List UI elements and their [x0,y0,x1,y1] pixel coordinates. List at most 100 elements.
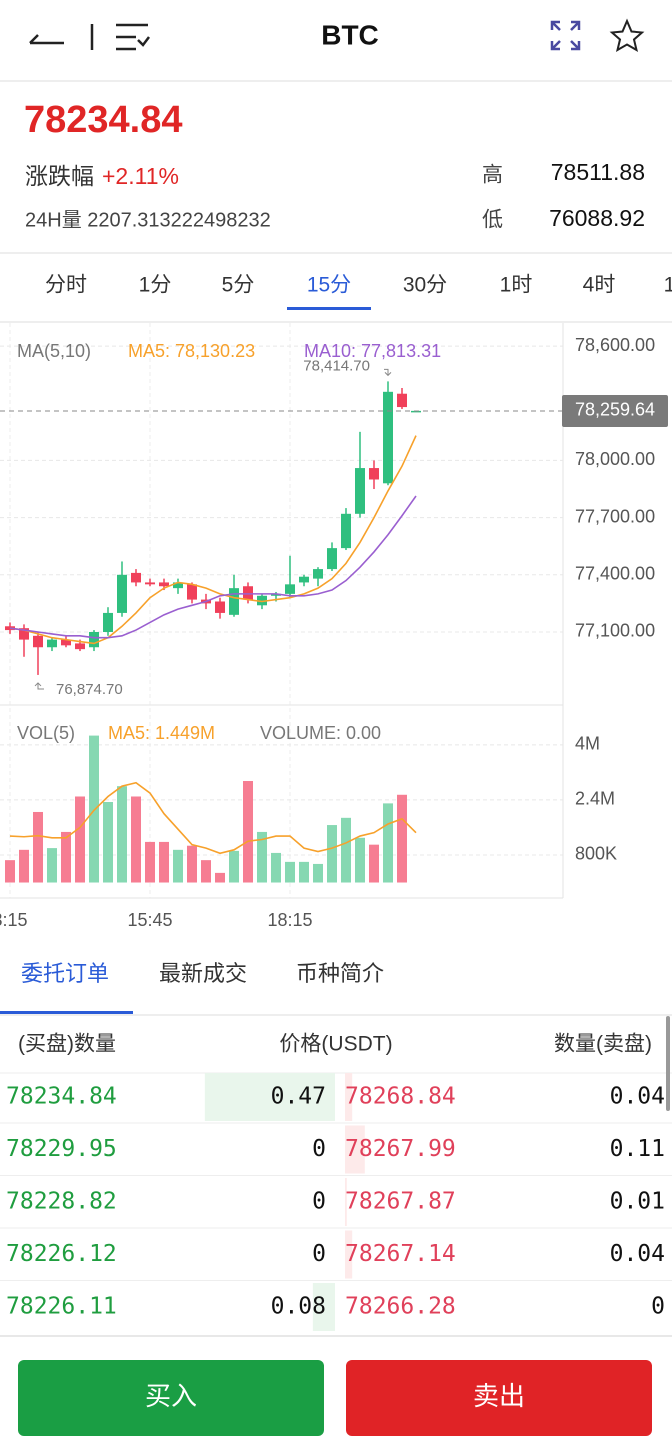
interval-tab[interactable]: 1分 [139,274,172,297]
volume-bar [327,825,337,883]
change: +2.11% [102,163,179,189]
volume-bar [173,849,183,883]
candle-body [341,513,351,549]
scrollbar [666,1016,670,1111]
x-tick-label: 3:15 [0,910,28,930]
book-tab[interactable]: 币种简介 [296,961,384,986]
candle-body [327,548,337,570]
ask-price: 78267.14 [345,1241,456,1267]
candle-body [103,612,113,632]
bid-price: 78226.12 [6,1241,117,1267]
last-price-label: 78,259.64 [575,400,655,420]
candle-body [75,643,85,650]
candle-body [117,574,127,613]
interval-tab[interactable]: 分时 [45,274,87,297]
candle-body [89,631,99,648]
volume-bar [131,796,141,883]
volume-bar [89,735,99,883]
column-header: (买盘)数量 [18,1033,116,1056]
ask-amount: 0.04 [610,1084,665,1110]
interval-tab[interactable]: 1日 [664,274,672,297]
volume-bar [215,872,225,883]
header-icons [29,18,645,53]
volume-bar [313,863,323,883]
candle-body [145,582,155,585]
ask-amount: 0.11 [610,1136,665,1162]
x-tick-label: 15:45 [127,910,172,930]
ask-depth [345,1073,353,1121]
candle-body [355,468,365,514]
y-tick-label: 800K [575,844,617,864]
y-tick-label: 77,400.00 [575,564,655,584]
volume-bar [383,803,393,883]
volume-bar [61,831,71,883]
bid-price: 78229.95 [6,1136,117,1162]
sell-button[interactable] [346,1360,652,1436]
volume-bar [103,802,113,883]
menu-icon[interactable] [116,23,150,51]
volume-bar [229,850,239,883]
bid-price: 78226.11 [6,1294,117,1320]
volume-bar [355,837,365,883]
buy-label: 买入 [145,1381,197,1411]
bid-price: 78228.82 [6,1189,117,1215]
candle-body [411,410,421,413]
title: BTC [321,19,379,50]
expand-icon[interactable] [550,20,581,51]
candle-body [173,582,183,589]
interval-tab[interactable]: 5分 [222,274,255,297]
legend-entry: VOL(5) [17,723,75,743]
interval-tab[interactable]: 1时 [500,274,533,297]
volume-bar [201,860,211,883]
interval-tab[interactable]: 15分 [307,274,351,297]
column-header: 价格(USDT) [279,1033,392,1056]
volume-24h: 24H量 2207.313222498232 [25,209,271,231]
interval-tab[interactable]: 30分 [403,274,447,297]
ask-depth [345,1230,353,1279]
favorite-icon[interactable] [609,18,645,53]
volume-bar [341,817,351,883]
annotation-arrow [384,368,392,377]
book-tab[interactable]: 最新成交 [159,961,247,986]
bid-price: 78234.84 [6,1084,117,1110]
book-tab[interactable]: 委托订单 [21,961,109,986]
candle-body [229,588,239,615]
y-tick-label: 78,600.00 [575,335,655,355]
y-tick-label: 78,000.00 [575,449,655,469]
volume-bar [285,861,295,883]
candle-body [299,576,309,583]
candle-body [243,586,253,600]
bid-depth [204,1073,335,1121]
candle-body [47,639,57,648]
candle-body [131,572,141,583]
buy-button[interactable] [18,1360,324,1436]
volume-bar [19,849,29,883]
ask-price: 78268.84 [345,1084,456,1110]
volume-bar [397,794,407,883]
interval-tab[interactable]: 4时 [583,274,616,297]
volume-bar [271,852,281,883]
volume-bar [145,841,155,883]
ask-amount: 0.04 [610,1241,665,1267]
ma-line [9,781,417,855]
candle-body [397,393,407,408]
back-icon[interactable] [29,34,64,45]
tab-underline [0,1011,133,1014]
candle-body [369,468,379,480]
ma-line [9,495,417,639]
ask-price: 78267.87 [345,1189,456,1215]
candle-body [215,601,225,613]
candle-body [159,582,169,587]
high: 78511.88 [551,159,645,185]
bid-amount: 0.47 [271,1084,326,1110]
ask-amount: 0.01 [610,1189,665,1215]
legend-entry: MA(5,10) [17,341,91,361]
candle-body [61,639,71,646]
bid-amount: 0 [312,1241,326,1267]
bid-amount: 0 [312,1136,326,1162]
ma-line [9,435,417,645]
bid-amount: 0.08 [271,1294,326,1320]
volume-bar [243,781,253,883]
candle-body [257,595,267,606]
